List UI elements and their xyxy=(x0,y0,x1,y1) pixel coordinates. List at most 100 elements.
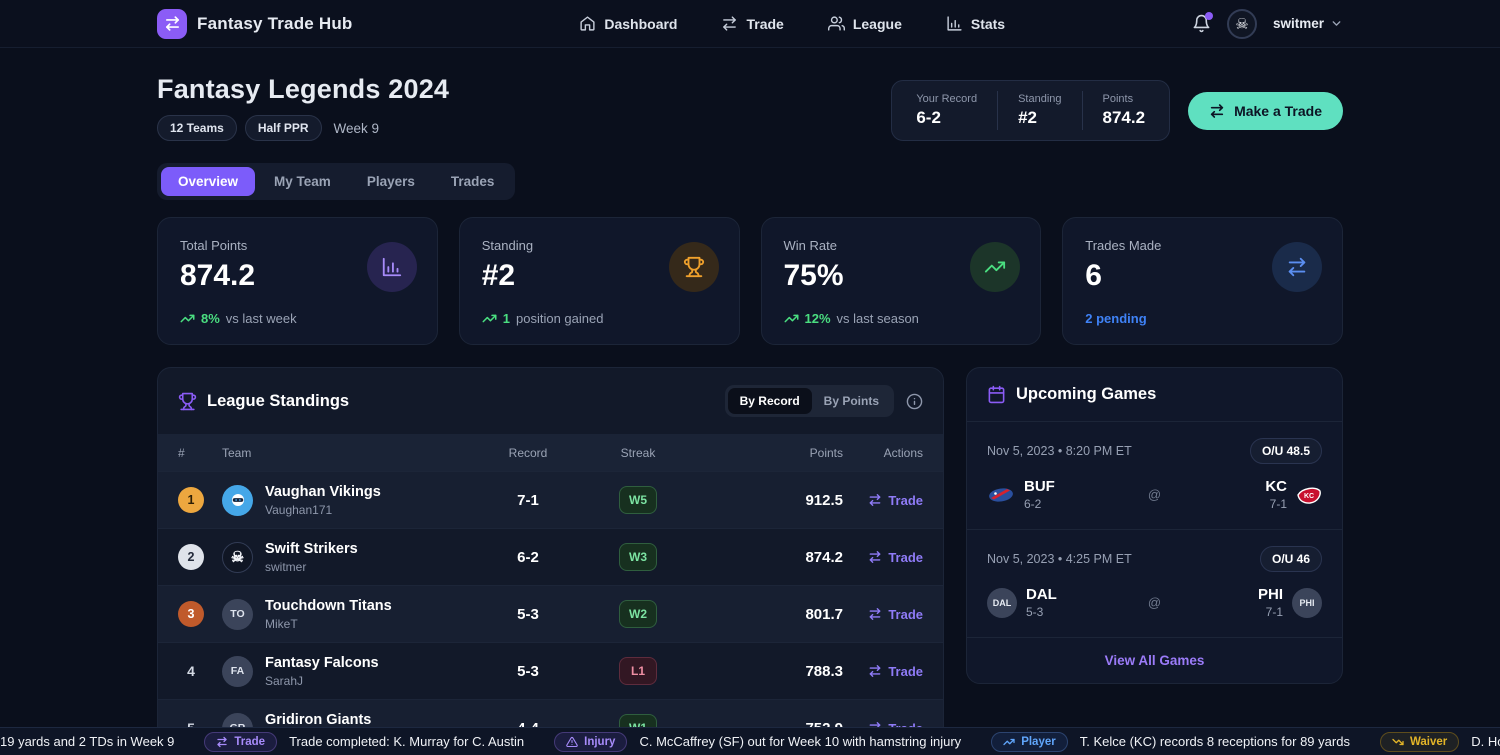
rank-badge: 2 xyxy=(178,544,204,570)
ticker-item: Trade Trade completed: K. Murray for C. … xyxy=(204,731,524,752)
rank-badge: 4 xyxy=(187,663,195,679)
nav-trade[interactable]: Trade xyxy=(721,15,784,32)
app-logo-swap-icon xyxy=(157,8,187,39)
bills-logo xyxy=(987,485,1015,504)
team-owner: SarahJ xyxy=(265,674,304,689)
nav-stats[interactable]: Stats xyxy=(946,15,1005,32)
notifications-button[interactable] xyxy=(1192,12,1213,33)
user-avatar[interactable]: ☠ xyxy=(1226,8,1257,39)
team-points: 801.7 xyxy=(805,605,843,623)
user-summary-box: Your Record 6-2 Standing #2 Points 874.2 xyxy=(891,80,1171,141)
stat-value: #2 xyxy=(481,259,516,292)
team-points: 874.2 xyxy=(805,548,843,566)
trending-up-icon xyxy=(1003,736,1015,748)
stat-delta: 8% xyxy=(201,311,220,326)
swap-icon xyxy=(721,15,738,32)
swap-icon xyxy=(868,550,882,564)
col-points: Points xyxy=(809,445,843,460)
info-icon[interactable] xyxy=(906,393,923,410)
trades-made-card: Trades Made 6 2 pending xyxy=(1062,217,1343,345)
nav-trade-label: Trade xyxy=(746,15,784,32)
standing-card: Standing #2 1 position gained xyxy=(458,217,740,345)
upcoming-games-title: Upcoming Games xyxy=(1016,385,1157,403)
trade-button[interactable]: Trade xyxy=(868,550,923,565)
team-name: Touchdown Titans xyxy=(265,597,392,614)
nav-league[interactable]: League xyxy=(827,15,902,32)
stat-delta: 12% xyxy=(804,311,831,326)
stat-value: 6 xyxy=(1085,259,1102,292)
make-a-trade-label: Make a Trade xyxy=(1234,102,1322,119)
trade-button[interactable]: Trade xyxy=(868,493,923,508)
stat-label: Total Points xyxy=(180,238,248,253)
ticker-text: D. Hopkins claimed off waivers xyxy=(1471,734,1500,749)
team-record: 5-3 xyxy=(517,662,539,680)
away-team-abbr: BUF xyxy=(1024,478,1055,495)
standings-title: League Standings xyxy=(207,391,350,410)
rank-badge: 1 xyxy=(178,487,204,513)
swap-icon xyxy=(1272,242,1322,292)
tab-my-team[interactable]: My Team xyxy=(274,174,331,189)
team-avatar: FA xyxy=(222,655,253,687)
swap-icon xyxy=(868,664,882,678)
bar-chart-icon xyxy=(946,15,963,32)
view-all-games-link[interactable]: View All Games xyxy=(967,637,1342,683)
team-owner: switmer xyxy=(265,560,307,575)
record-value: 6-2 xyxy=(916,108,941,127)
username: switmer xyxy=(1272,16,1324,31)
swap-icon xyxy=(868,493,882,507)
tab-trades[interactable]: Trades xyxy=(450,174,495,189)
team-points: 788.3 xyxy=(805,662,843,680)
tab-overview[interactable]: Overview xyxy=(161,167,256,196)
swap-icon xyxy=(216,736,228,748)
trade-label: Trade xyxy=(888,606,923,622)
bell-icon xyxy=(1192,14,1211,33)
teams-count-badge: 12 Teams xyxy=(157,115,237,141)
trending-up-icon xyxy=(784,311,799,326)
team-name: Swift Strikers xyxy=(265,540,358,557)
points-value: 874.2 xyxy=(1102,108,1146,127)
toggle-by-points[interactable]: By Points xyxy=(823,394,879,408)
team-avatar: ☠ xyxy=(222,541,253,573)
stat-value: 75% xyxy=(783,259,844,292)
home-team-record: 7-1 xyxy=(1265,605,1283,619)
trade-button[interactable]: Trade xyxy=(868,664,923,679)
standings-column-headers: # Team Record Streak Points Actions xyxy=(158,434,943,471)
trending-down-icon xyxy=(1392,736,1404,748)
scoring-format-badge: Half PPR xyxy=(244,115,322,141)
table-row: 3 TO Touchdown Titans MikeT 5-3 W2 801.7… xyxy=(158,585,943,642)
week-label: Week 9 xyxy=(333,120,380,136)
stat-delta: 1 xyxy=(502,311,510,326)
trade-button[interactable]: Trade xyxy=(868,607,923,622)
toggle-by-record[interactable]: By Record xyxy=(727,388,812,414)
stat-note-text: position gained xyxy=(515,311,604,326)
bar-chart-icon xyxy=(366,242,417,292)
nav-dashboard[interactable]: Dashboard xyxy=(579,15,677,32)
top-navbar: Fantasy Trade Hub Dashboard Trade League… xyxy=(0,0,1500,48)
away-team-record: 6-2 xyxy=(1024,497,1042,511)
tab-players[interactable]: Players xyxy=(366,174,415,189)
svg-text:KC: KC xyxy=(1304,493,1314,500)
users-icon xyxy=(827,15,845,32)
news-ticker: 19 yards and 2 TDs in Week 9 Trade Trade… xyxy=(0,727,1500,755)
user-menu[interactable]: switmer xyxy=(1273,16,1343,31)
team-avatar xyxy=(222,484,253,516)
team-record: 7-1 xyxy=(517,491,539,509)
table-row: 4 FA Fantasy Falcons SarahJ 5-3 L1 788.3… xyxy=(158,642,943,699)
ticker-item: Player T. Kelce (KC) records 8 reception… xyxy=(991,731,1350,752)
at-symbol: @ xyxy=(1147,487,1162,502)
make-a-trade-button[interactable]: Make a Trade xyxy=(1188,91,1343,130)
record-label: Your Record xyxy=(916,93,978,105)
app-title: Fantasy Trade Hub xyxy=(197,13,353,33)
trade-label: Trade xyxy=(888,663,923,679)
trending-up-icon xyxy=(180,311,195,326)
stat-note-text: vs last season xyxy=(836,311,919,326)
standings-sort-toggle: By Record By Points xyxy=(724,385,894,417)
team-avatar: TO xyxy=(222,598,253,630)
over-under-badge: O/U 46 xyxy=(1259,546,1322,572)
page-title: Fantasy Legends 2024 xyxy=(157,74,450,104)
injury-badge: Injury xyxy=(554,731,628,752)
pending-trades-link[interactable]: 2 pending xyxy=(1085,311,1147,326)
table-row: 1 Vaughan Vikings Vaughan171 7-1 W5 912.… xyxy=(158,471,943,528)
game-date: Nov 5, 2023 • 4:25 PM ET xyxy=(987,552,1132,566)
brand[interactable]: Fantasy Trade Hub xyxy=(157,8,353,39)
